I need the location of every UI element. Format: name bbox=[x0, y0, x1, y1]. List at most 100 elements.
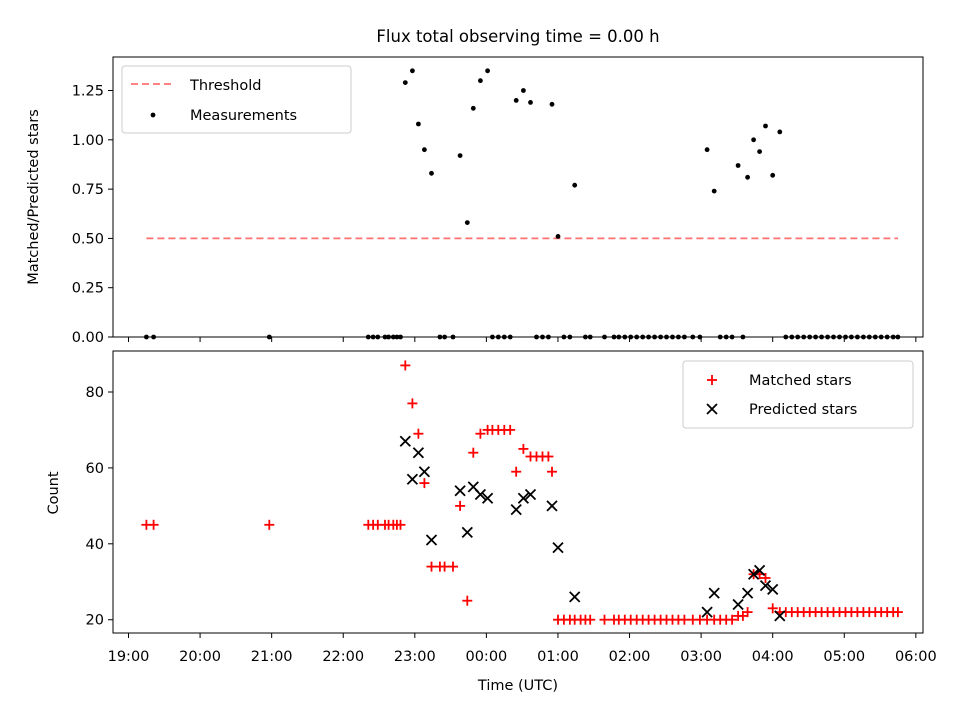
measurement-point bbox=[402, 80, 408, 85]
predicted-star-point bbox=[399, 435, 411, 447]
legend-matched-label: Matched stars bbox=[749, 373, 852, 389]
matched-star-point bbox=[148, 519, 159, 530]
matched-star-point bbox=[518, 443, 529, 454]
top-plot-frame bbox=[112, 56, 924, 338]
matched-star-point bbox=[547, 466, 557, 477]
predicted-star-point bbox=[747, 568, 760, 580]
legend-predicted-swatch bbox=[706, 403, 718, 415]
measurement-point bbox=[751, 137, 756, 143]
matched-star-point bbox=[543, 451, 554, 462]
y-tick-label: 1.00 bbox=[72, 133, 104, 149]
bottom-marks bbox=[141, 360, 903, 625]
legend-measurements-label: Measurements bbox=[190, 108, 297, 124]
predicted-star-point bbox=[412, 447, 425, 459]
chart-title: Flux total observing time = 0.00 h bbox=[376, 27, 659, 46]
matched-star-point bbox=[462, 595, 473, 606]
legend-predicted-label: Predicted stars bbox=[749, 402, 857, 418]
matched-star-point bbox=[475, 428, 486, 439]
measurement-point bbox=[478, 78, 483, 84]
predicted-star-point bbox=[418, 466, 431, 478]
matched-star-point bbox=[455, 500, 466, 511]
y-tick-label: 0.25 bbox=[72, 281, 104, 297]
matched-star-point bbox=[426, 561, 437, 572]
x-tick-label: 02:00 bbox=[609, 649, 651, 665]
predicted-star-point bbox=[454, 485, 466, 497]
bottom-y-axis: 20 40 60 80 bbox=[86, 385, 113, 629]
y-tick-label: 40 bbox=[86, 537, 104, 553]
y-tick-label: 60 bbox=[86, 461, 104, 477]
measurement-point bbox=[711, 188, 717, 194]
y-tick-label: 80 bbox=[86, 385, 104, 401]
predicted-star-point bbox=[474, 488, 487, 501]
legend-threshold-label: Threshold bbox=[189, 78, 261, 94]
matched-star-point bbox=[264, 519, 275, 530]
measurement-point bbox=[745, 174, 750, 180]
predicted-star-point bbox=[406, 473, 419, 485]
bottom-panel: 20 40 60 80 19:00 20:00 21:00 22:00 23:00 00:00 0… bbox=[46, 350, 937, 694]
predicted-star-point bbox=[546, 500, 558, 512]
matched-star-point bbox=[892, 607, 903, 618]
matched-star-point bbox=[407, 398, 418, 409]
matched-star-point bbox=[599, 614, 610, 625]
matched-star-point bbox=[413, 428, 424, 439]
predicted-star-point bbox=[517, 492, 530, 504]
measurement-point bbox=[513, 98, 519, 103]
predicted-star-point bbox=[510, 503, 522, 516]
predicted-star-point bbox=[732, 598, 744, 611]
predicted-star-point bbox=[569, 591, 581, 603]
matched-star-point bbox=[742, 607, 753, 618]
predicted-star-point bbox=[708, 587, 720, 599]
matched-star-point bbox=[727, 614, 738, 625]
measurement-point bbox=[485, 68, 490, 74]
predicted-star-point bbox=[753, 564, 766, 577]
bottom-y-axis-label: Count bbox=[46, 471, 62, 514]
predicted-star-point bbox=[759, 579, 772, 592]
measurement-point bbox=[555, 234, 561, 239]
top-y-axis-label: Matched/Predicted stars bbox=[26, 109, 42, 285]
matched-star-point bbox=[767, 603, 778, 614]
predicted-star-point bbox=[701, 606, 713, 618]
matched-star-point bbox=[468, 447, 479, 458]
predicted-star-point bbox=[481, 492, 494, 504]
top-panel: 0.00 0.25 0.50 0.75 1.00 1.25 Matched/Predict… bbox=[26, 56, 924, 346]
bottom-legend: Matched stars Predicted stars bbox=[682, 360, 914, 429]
measurement-point bbox=[416, 121, 421, 127]
x-tick-label: 01:00 bbox=[537, 649, 579, 665]
y-tick-label: 1.25 bbox=[72, 84, 104, 100]
predicted-star-point bbox=[425, 534, 438, 546]
measurement-point bbox=[763, 123, 768, 129]
bottom-legend-frame bbox=[682, 360, 914, 429]
x-tick-label: 05:00 bbox=[823, 649, 865, 665]
x-tick-label: 19:00 bbox=[108, 649, 150, 665]
x-tick-label: 04:00 bbox=[752, 649, 794, 665]
x-tick-label: 00:00 bbox=[465, 649, 507, 665]
measurement-point bbox=[528, 100, 533, 105]
matched-star-point bbox=[760, 573, 771, 583]
measurement-point bbox=[422, 147, 427, 153]
predicted-star-point bbox=[461, 526, 473, 539]
bottom-x-axis: 19:00 20:00 21:00 22:00 23:00 00:00 01:00 02:00… bbox=[108, 633, 937, 665]
top-legend: Threshold Measurements bbox=[121, 65, 352, 134]
measurement-point bbox=[549, 101, 555, 107]
x-tick-label: 06:00 bbox=[895, 649, 937, 665]
y-tick-label: 20 bbox=[86, 613, 104, 629]
legend-measurements-swatch bbox=[150, 112, 156, 118]
predicted-star-point bbox=[524, 488, 537, 501]
measurement-point bbox=[464, 220, 470, 226]
measurement-point bbox=[470, 105, 476, 111]
y-tick-label: 0.75 bbox=[72, 182, 104, 198]
matched-star-point bbox=[419, 478, 430, 489]
legend-matched-swatch bbox=[707, 375, 717, 385]
top-x-axis bbox=[128, 337, 917, 342]
measurement-point bbox=[704, 147, 710, 153]
measurement-point bbox=[777, 129, 783, 135]
matched-star-point bbox=[505, 424, 516, 435]
bottom-plot-frame bbox=[112, 350, 924, 634]
matched-star-point bbox=[511, 466, 522, 477]
predicted-star-point bbox=[552, 541, 564, 554]
matched-star-point bbox=[585, 614, 596, 625]
matched-star-point bbox=[439, 561, 450, 572]
bottom-x-axis-label: Time (UTC) bbox=[477, 678, 558, 694]
measurement-point bbox=[429, 170, 434, 176]
